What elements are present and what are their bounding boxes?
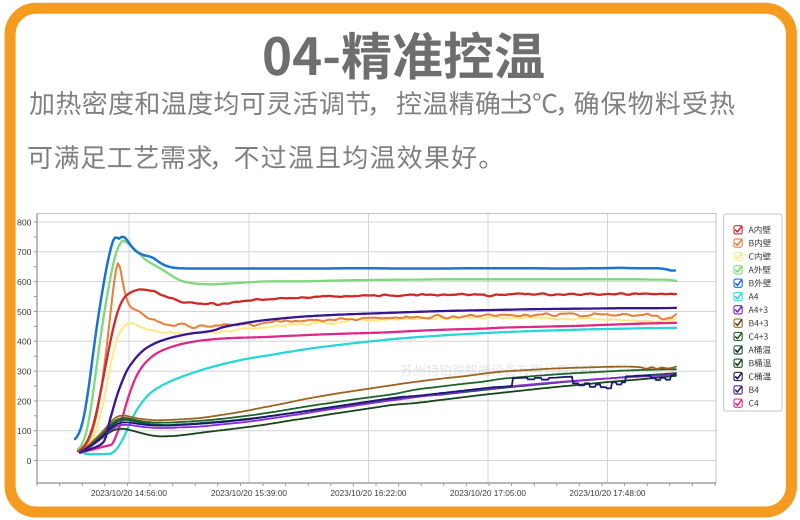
svg-text:2023/10/20 17:48:00: 2023/10/20 17:48:00 (569, 488, 646, 498)
svg-text:500: 500 (17, 307, 32, 317)
svg-text:800: 800 (17, 217, 32, 227)
svg-text:2023/10/20 14:56:00: 2023/10/20 14:56:00 (91, 488, 168, 498)
svg-text:2023/10/20 16:22:00: 2023/10/20 16:22:00 (330, 488, 407, 498)
svg-text:100: 100 (17, 426, 32, 436)
svg-text:700: 700 (17, 247, 32, 257)
svg-text:400: 400 (17, 337, 32, 347)
svg-text:2023/10/20 15:39:00: 2023/10/20 15:39:00 (211, 488, 288, 498)
svg-text:300: 300 (17, 367, 32, 377)
svg-text:200: 200 (17, 396, 32, 406)
svg-text:0: 0 (27, 456, 32, 466)
svg-text:600: 600 (17, 277, 32, 287)
svg-text:2023/10/20 17:05:00: 2023/10/20 17:05:00 (450, 488, 527, 498)
